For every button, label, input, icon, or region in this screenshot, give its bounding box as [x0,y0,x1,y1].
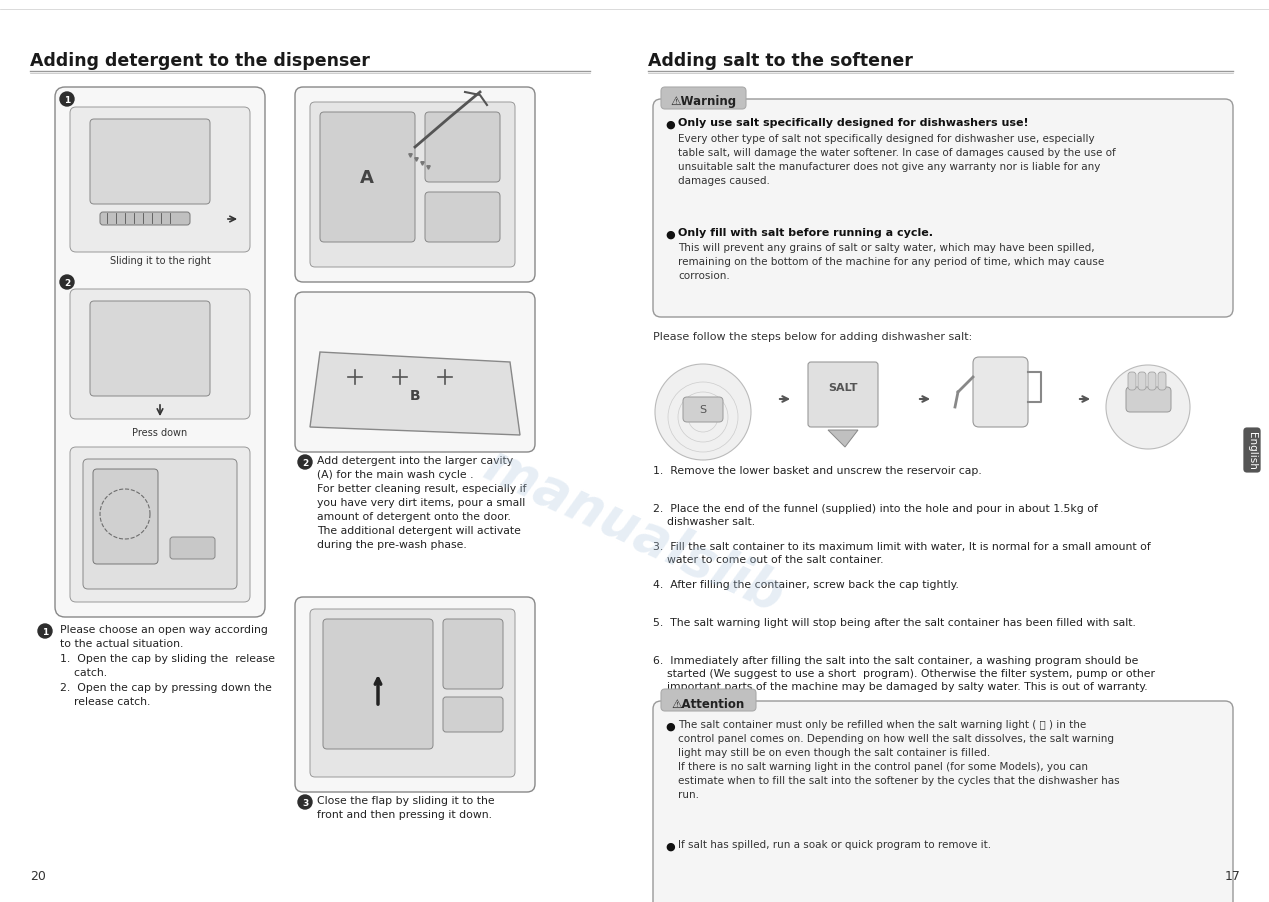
Circle shape [298,456,312,469]
Text: Sliding it to the right: Sliding it to the right [109,255,211,266]
FancyBboxPatch shape [100,213,190,226]
Text: Every other type of salt not specifically designed for dishwasher use, especiall: Every other type of salt not specificall… [678,133,1115,186]
FancyBboxPatch shape [443,620,503,689]
Text: 4.  After filling the container, screw back the cap tightly.: 4. After filling the container, screw ba… [654,579,959,589]
FancyBboxPatch shape [55,87,265,617]
FancyBboxPatch shape [310,103,515,268]
Text: Adding detergent to the dispenser: Adding detergent to the dispenser [30,52,369,70]
Text: 2.  Place the end of the funnel (supplied) into the hole and pour in about 1.5kg: 2. Place the end of the funnel (supplied… [654,503,1098,527]
Circle shape [655,364,751,461]
Text: B: B [410,389,420,402]
FancyBboxPatch shape [320,113,415,243]
Text: This will prevent any grains of salt or salty water, which may have been spilled: This will prevent any grains of salt or … [678,243,1104,281]
FancyBboxPatch shape [310,610,515,778]
Text: 17: 17 [1225,869,1241,882]
Circle shape [60,276,74,290]
FancyBboxPatch shape [170,538,214,559]
Circle shape [38,624,52,639]
FancyBboxPatch shape [654,701,1233,902]
Text: manualslib: manualslib [476,438,792,622]
Text: ⚠Warning: ⚠Warning [670,96,736,108]
Text: Close the flap by sliding it to the
front and then pressing it down.: Close the flap by sliding it to the fron… [317,796,495,819]
FancyBboxPatch shape [654,100,1233,318]
FancyBboxPatch shape [808,363,878,428]
Text: Add detergent into the larger cavity
(A) for the main wash cycle .
For better cl: Add detergent into the larger cavity (A)… [317,456,527,549]
Text: 6.  Immediately after filling the salt into the salt container, a washing progra: 6. Immediately after filling the salt in… [654,655,1155,692]
FancyBboxPatch shape [661,689,756,711]
Text: S: S [699,405,707,415]
Text: 2: 2 [63,279,70,288]
Text: Please choose an open way according
to the actual situation.
1.  Open the cap by: Please choose an open way according to t… [60,624,275,706]
FancyBboxPatch shape [1138,373,1146,391]
Text: Press down: Press down [132,428,188,437]
FancyBboxPatch shape [1126,388,1171,412]
FancyBboxPatch shape [294,597,536,792]
Text: ●: ● [665,722,675,732]
Text: English: English [1247,431,1258,469]
Text: 5.  The salt warning light will stop being after the salt container has been fil: 5. The salt warning light will stop bein… [654,617,1136,627]
Text: ●: ● [665,120,675,130]
Text: 20: 20 [30,869,46,882]
FancyBboxPatch shape [1128,373,1136,391]
Text: If salt has spilled, run a soak or quick program to remove it.: If salt has spilled, run a soak or quick… [678,839,991,849]
Text: Only fill with salt before running a cycle.: Only fill with salt before running a cyc… [678,227,933,238]
Circle shape [298,796,312,809]
Text: Adding salt to the softener: Adding salt to the softener [648,52,912,70]
FancyBboxPatch shape [294,292,536,453]
FancyBboxPatch shape [294,87,536,282]
FancyBboxPatch shape [93,469,159,565]
Text: SALT: SALT [829,382,858,392]
Text: 3.  Fill the salt container to its maximum limit with water, It is normal for a : 3. Fill the salt container to its maximu… [654,541,1151,565]
Text: The salt container must only be refilled when the salt warning light ( Ⓢ ) in th: The salt container must only be refilled… [678,719,1119,799]
Text: Please follow the steps below for adding dishwasher salt:: Please follow the steps below for adding… [654,332,972,342]
Text: 2: 2 [302,458,308,467]
FancyBboxPatch shape [683,398,723,422]
Text: 1.  Remove the lower basket and unscrew the reservoir cap.: 1. Remove the lower basket and unscrew t… [654,465,982,475]
FancyBboxPatch shape [443,697,503,732]
Polygon shape [310,353,520,436]
FancyBboxPatch shape [82,459,237,589]
FancyBboxPatch shape [425,113,500,183]
Text: ●: ● [665,841,675,851]
Circle shape [60,93,74,106]
Text: 1: 1 [42,627,48,636]
Text: 3: 3 [302,798,308,807]
Text: 1: 1 [63,96,70,105]
Text: ⚠Attention: ⚠Attention [671,696,745,710]
Text: A: A [360,169,374,187]
FancyBboxPatch shape [1148,373,1156,391]
Polygon shape [827,430,858,447]
Text: ●: ● [665,230,675,240]
Text: Only use salt specifically designed for dishwashers use!: Only use salt specifically designed for … [678,118,1029,128]
FancyBboxPatch shape [70,290,250,419]
FancyBboxPatch shape [1159,373,1166,391]
FancyBboxPatch shape [973,357,1028,428]
FancyBboxPatch shape [425,193,500,243]
FancyBboxPatch shape [324,620,433,750]
FancyBboxPatch shape [70,108,250,253]
Circle shape [1107,365,1190,449]
FancyBboxPatch shape [90,120,209,205]
FancyBboxPatch shape [90,301,209,397]
FancyBboxPatch shape [661,87,746,110]
FancyBboxPatch shape [70,447,250,603]
